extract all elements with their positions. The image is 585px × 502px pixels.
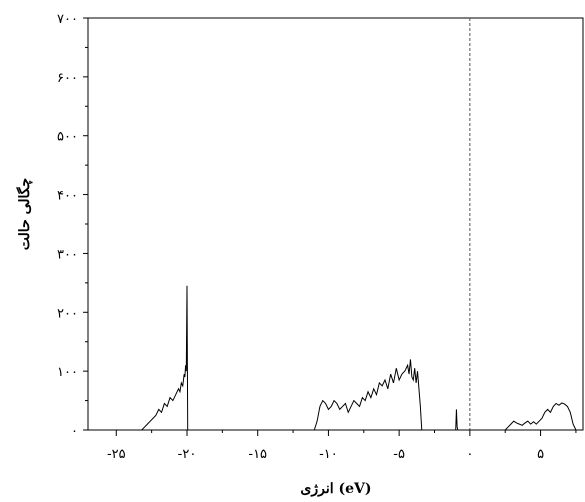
x-tick-label: -۱۰ bbox=[319, 447, 338, 462]
x-axis-ticks: -۲۵ -۲۰ -۱۵ -۱۰ -۵ ۰ ۵ bbox=[107, 430, 577, 462]
x-tick-label: -۱۵ bbox=[248, 447, 267, 462]
x-tick-label: ۵ bbox=[537, 447, 544, 462]
y-tick-label: ۳۰۰ bbox=[57, 247, 78, 262]
x-tick-label: -۲۵ bbox=[107, 447, 126, 462]
y-tick-label: ۰ bbox=[71, 424, 78, 439]
y-tick-label: ۱۰۰ bbox=[57, 365, 78, 380]
y-tick-label: ۴۰۰ bbox=[57, 189, 78, 204]
y-axis-ticks: ۰ ۱۰۰ ۲۰۰ ۳۰۰ ۴۰۰ ۵۰۰ ۶۰۰ ۷۰۰ bbox=[57, 12, 88, 439]
plot-area bbox=[87, 17, 584, 431]
x-axis-title: انرژی (eV) bbox=[300, 481, 371, 497]
y-tick-label: ۲۰۰ bbox=[57, 306, 78, 321]
x-tick-label: ۰ bbox=[466, 447, 473, 462]
y-tick-label: ۶۰۰ bbox=[57, 71, 78, 86]
y-axis-title: چگالی حالت bbox=[16, 178, 33, 250]
y-tick-label: ۷۰۰ bbox=[57, 12, 78, 27]
y-tick-label: ۵۰۰ bbox=[57, 130, 78, 145]
x-tick-label: -۵ bbox=[393, 447, 405, 462]
dos-series-line-0 bbox=[88, 285, 583, 431]
x-tick-label: -۲۰ bbox=[178, 447, 197, 462]
plot-frame bbox=[87, 17, 584, 431]
